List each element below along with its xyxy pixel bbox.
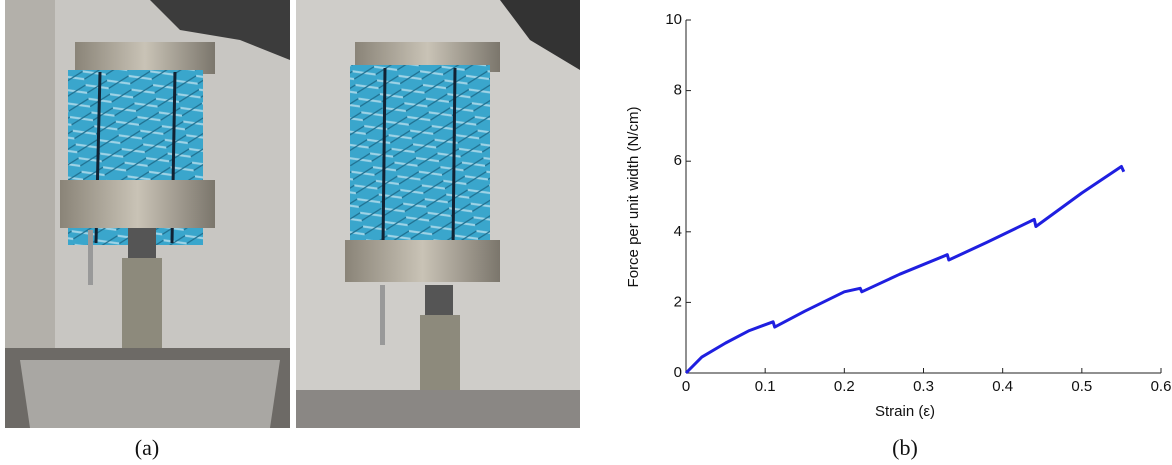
panel-label: (a) bbox=[135, 435, 159, 460]
y-axis-label: Force per unit width (N/cm) bbox=[625, 107, 642, 288]
y-tick-label: 10 bbox=[665, 11, 682, 28]
y-tick-label: 0 bbox=[674, 364, 682, 381]
y-tick-label: 8 bbox=[674, 82, 682, 99]
x-axis-label: Strain (ε) bbox=[875, 403, 935, 420]
y-tick-label: 6 bbox=[674, 152, 682, 169]
x-tick-label: 0 bbox=[682, 378, 690, 395]
x-tick-label: 0.3 bbox=[913, 378, 934, 395]
photo-b bbox=[296, 0, 580, 428]
panel-label: (b) bbox=[892, 435, 918, 460]
x-tick-label: 0.1 bbox=[755, 378, 776, 395]
x-tick-label: 0.6 bbox=[1151, 378, 1172, 395]
data-line bbox=[684, 165, 1126, 375]
y-tick-label: 2 bbox=[674, 293, 682, 310]
x-tick-label: 0.4 bbox=[992, 378, 1013, 395]
y-tick-label: 4 bbox=[674, 223, 682, 240]
photo-a bbox=[5, 0, 290, 428]
x-tick-label: 0.2 bbox=[834, 378, 855, 395]
x-tick-label: 0.5 bbox=[1071, 378, 1092, 395]
